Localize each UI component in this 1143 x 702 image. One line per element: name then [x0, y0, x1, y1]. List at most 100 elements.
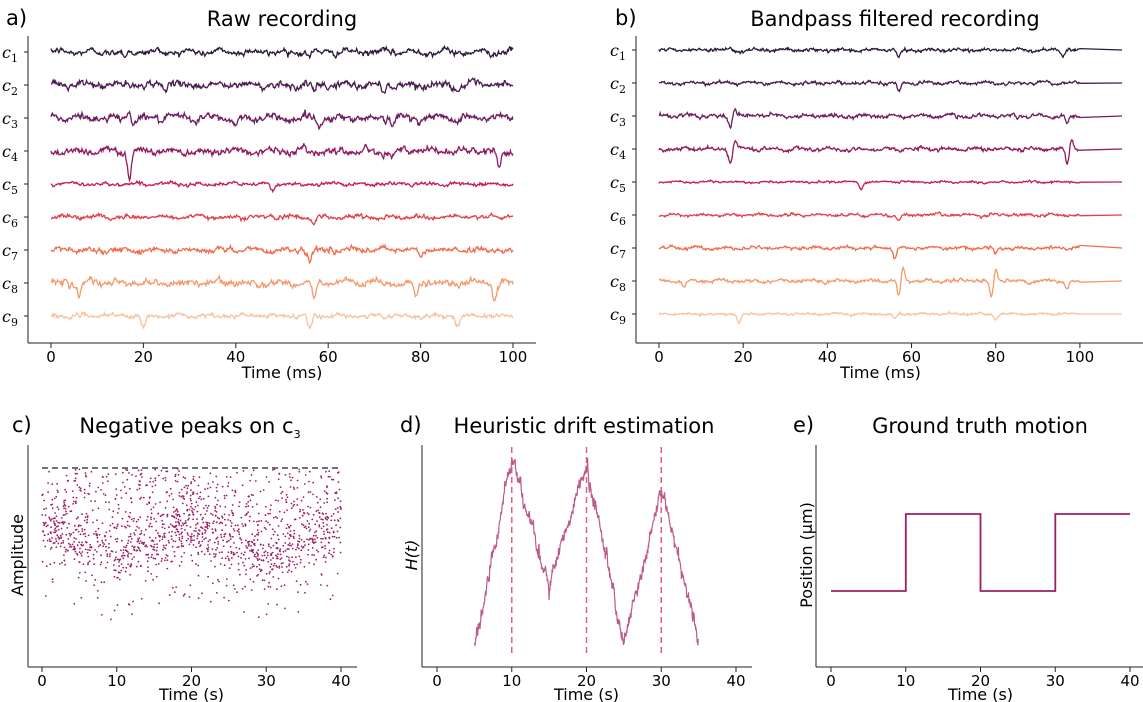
peak-point	[182, 594, 185, 597]
peak-point	[285, 565, 288, 568]
peak-point	[323, 530, 325, 533]
peak-point	[73, 558, 76, 561]
peak-point	[286, 555, 288, 558]
peak-point	[231, 489, 234, 492]
peak-point	[245, 539, 247, 542]
peak-point	[252, 580, 255, 583]
peak-point	[337, 471, 340, 474]
peak-point	[263, 588, 266, 590]
peak-point	[265, 476, 268, 478]
peak-point	[76, 484, 79, 486]
peak-point	[81, 513, 83, 516]
peak-point	[80, 596, 83, 599]
peak-point	[308, 530, 311, 532]
peak-point	[54, 524, 56, 526]
peak-point	[291, 543, 294, 545]
peak-point	[104, 494, 107, 496]
peak-point	[301, 547, 304, 549]
peak-point	[276, 534, 279, 537]
peak-point	[309, 506, 312, 509]
peak-point	[150, 556, 153, 558]
peak-point	[88, 560, 91, 563]
peak-point	[184, 477, 187, 480]
peak-point	[254, 535, 256, 537]
peak-point	[139, 540, 142, 542]
peak-point	[323, 554, 326, 557]
peak-point	[152, 546, 155, 548]
peak-point	[233, 588, 236, 590]
peak-point	[151, 525, 153, 528]
peak-point	[325, 512, 327, 515]
peak-point	[96, 596, 99, 599]
peak-point	[302, 509, 304, 511]
peak-point	[283, 511, 286, 514]
peak-point	[279, 548, 282, 551]
peak-point	[254, 480, 257, 482]
peak-point	[319, 506, 322, 509]
peak-point	[339, 505, 342, 508]
peak-point	[185, 492, 188, 495]
peak-point	[75, 552, 78, 555]
peak-point	[209, 472, 212, 475]
peak-point	[195, 546, 198, 549]
peak-point	[272, 544, 275, 547]
peak-point	[84, 474, 87, 477]
peak-point	[250, 549, 253, 551]
peak-point	[212, 481, 214, 483]
peak-point	[80, 543, 82, 546]
peak-point	[94, 549, 96, 551]
peak-point	[299, 558, 302, 561]
peak-point	[73, 541, 75, 543]
peak-point	[288, 559, 290, 562]
peak-point	[60, 542, 63, 544]
panel-d-xtick-label: 20	[577, 672, 596, 690]
peak-point	[174, 510, 177, 512]
peak-point	[130, 497, 132, 499]
peak-point	[74, 472, 77, 475]
peak-point	[190, 539, 192, 541]
peak-point	[159, 501, 162, 504]
peak-point	[277, 538, 280, 541]
peak-point	[274, 499, 277, 502]
peak-point	[116, 540, 118, 543]
peak-point	[78, 541, 81, 544]
peak-point	[114, 569, 117, 572]
peak-point	[299, 561, 302, 564]
peak-point	[290, 507, 293, 510]
peak-point	[131, 613, 133, 615]
peak-point	[309, 528, 312, 531]
peak-point	[291, 476, 294, 479]
peak-point	[268, 581, 270, 584]
peak-point	[325, 491, 328, 494]
peak-point	[271, 528, 274, 531]
peak-point	[303, 483, 306, 485]
peak-point	[227, 599, 230, 602]
peak-point	[320, 537, 322, 540]
peak-point	[245, 503, 248, 505]
peak-point	[177, 518, 180, 521]
peak-point	[55, 495, 58, 498]
peak-point	[133, 549, 136, 552]
peak-point	[197, 597, 200, 599]
peak-point	[334, 508, 337, 510]
peak-point	[290, 544, 292, 547]
peak-point	[298, 555, 301, 558]
peak-point	[55, 546, 58, 548]
peak-point	[221, 529, 224, 532]
peak-point	[164, 477, 167, 479]
peak-point	[181, 535, 184, 538]
peak-point	[50, 518, 53, 521]
peak-point	[190, 535, 193, 538]
peak-point	[213, 556, 216, 558]
peak-point	[214, 555, 217, 557]
peak-point	[217, 578, 219, 581]
channel-label-3: c3	[610, 107, 626, 129]
peak-point	[81, 541, 83, 544]
peak-point	[69, 534, 72, 537]
peak-point	[165, 544, 168, 547]
peak-point	[269, 508, 272, 511]
peak-point	[257, 616, 260, 618]
peak-point	[222, 545, 225, 548]
peak-point	[259, 570, 262, 573]
peak-point	[104, 535, 106, 538]
